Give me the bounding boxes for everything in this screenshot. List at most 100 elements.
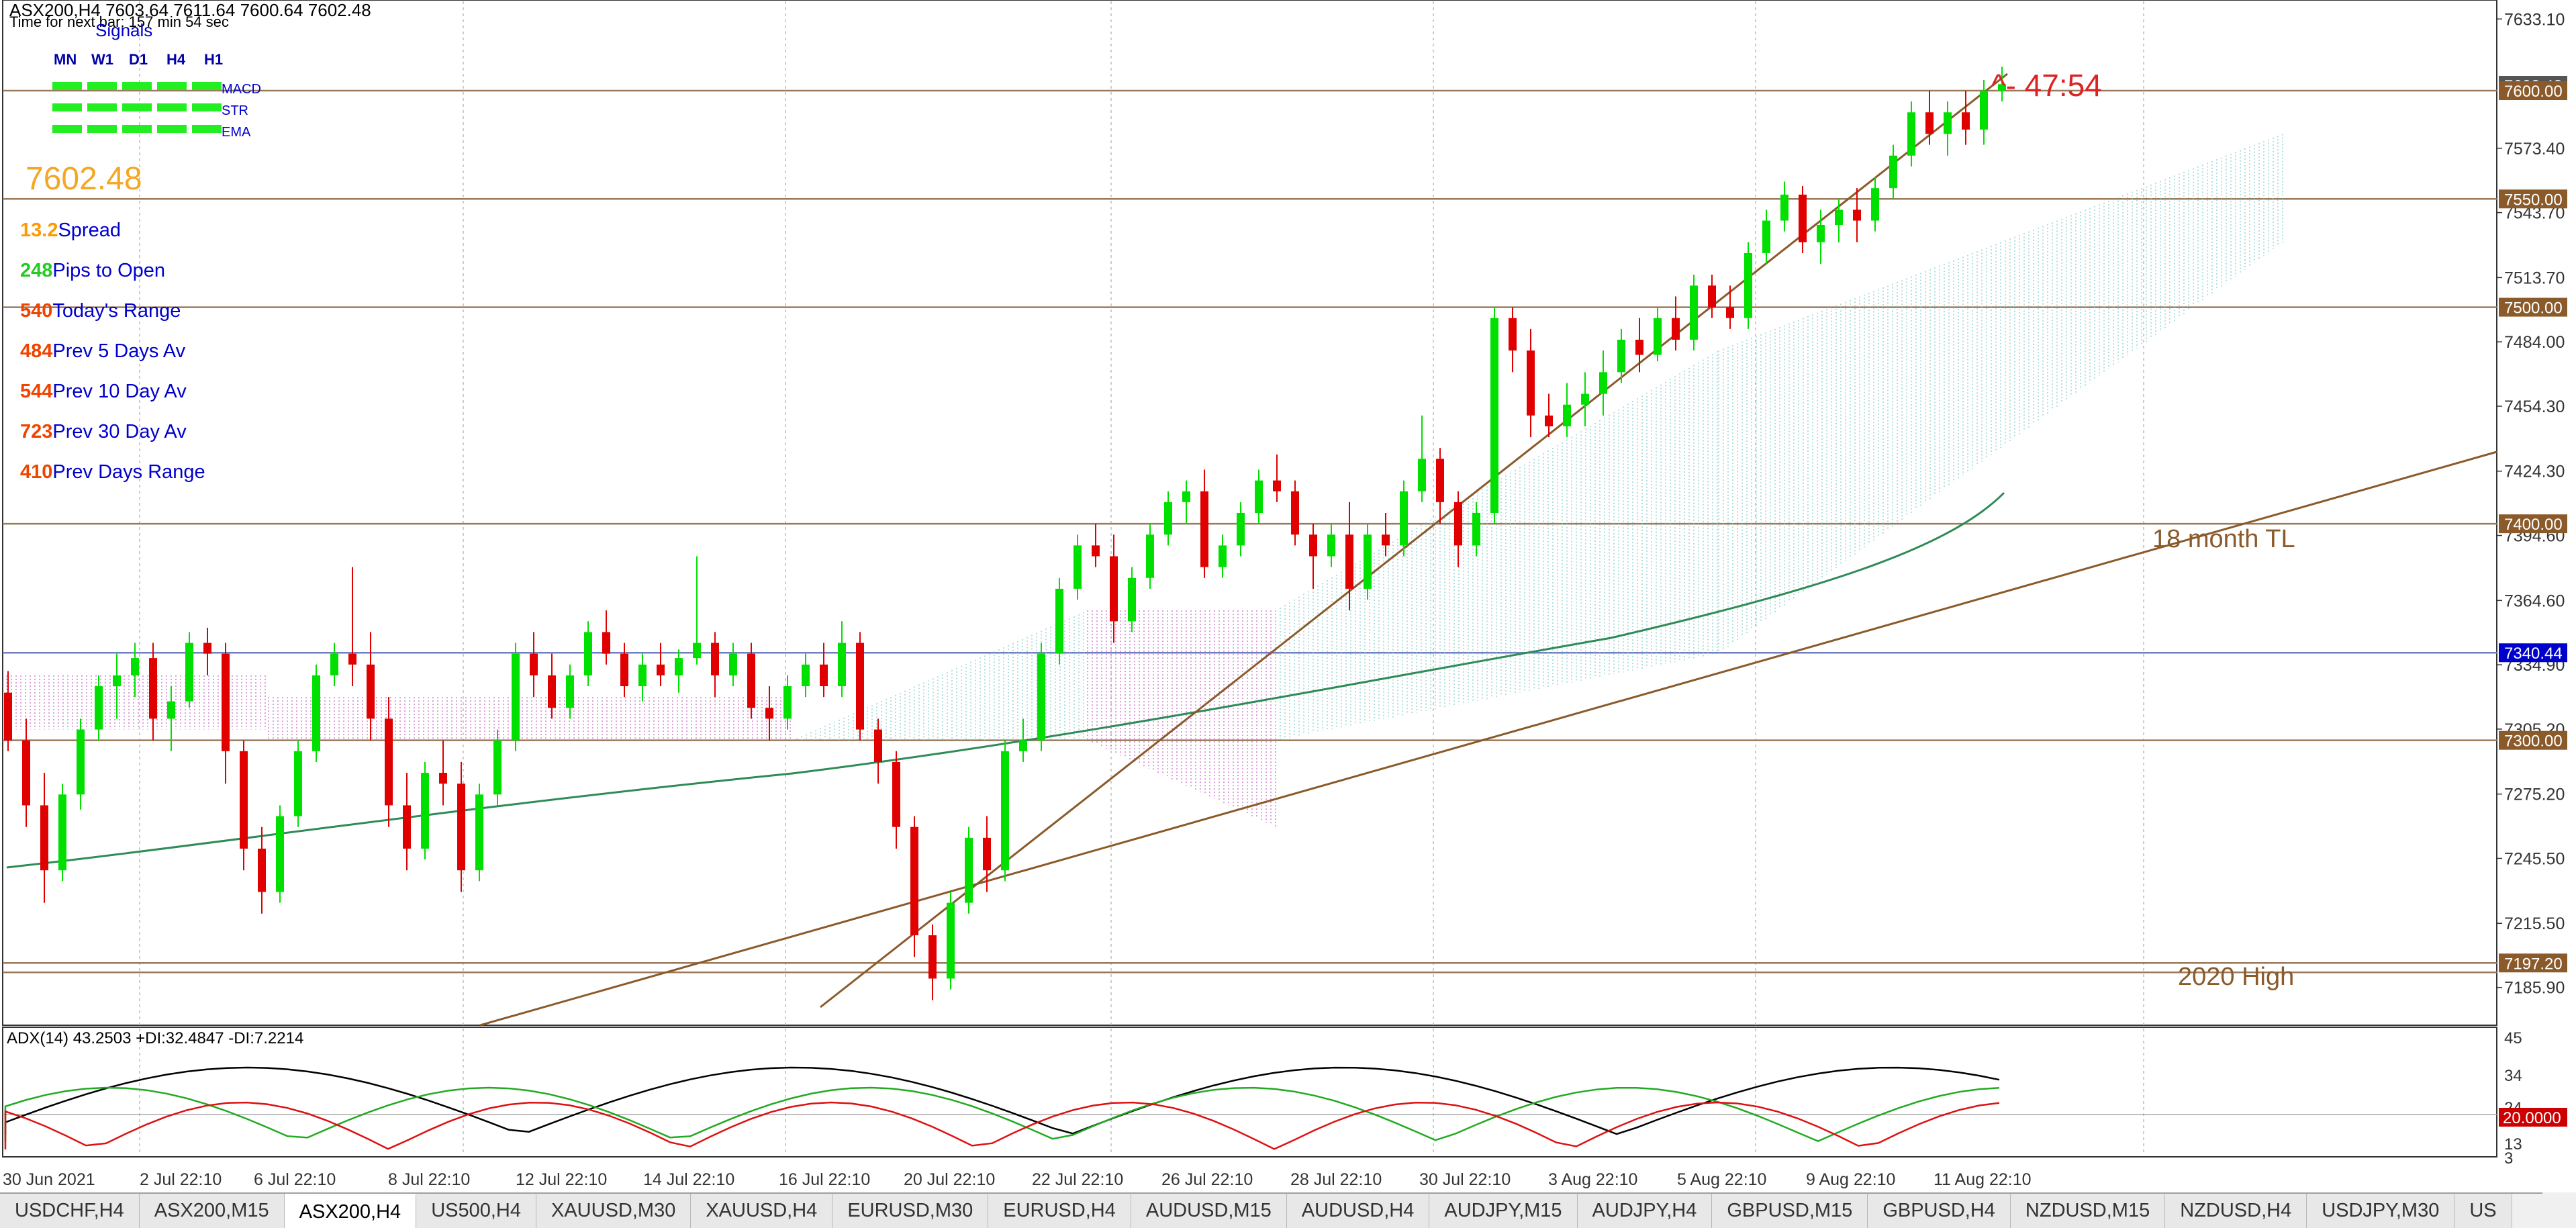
info-row: 248Pips to Open — [20, 260, 165, 281]
candle-body — [783, 686, 792, 719]
time-tick-label: 22 Jul 22:10 — [1032, 1170, 1123, 1189]
candle-body — [548, 675, 556, 708]
level-tag — [2499, 297, 2567, 317]
candle-body — [258, 848, 266, 892]
price-tick-label: 7215.50 — [2504, 914, 2565, 933]
candle-body — [1055, 588, 1063, 654]
candle-body — [1907, 112, 1915, 156]
adx-lines — [4, 1066, 2000, 1150]
horizontal-levels — [3, 89, 2497, 974]
candle-body — [131, 658, 139, 675]
price-tick-label: 7484.00 — [2504, 333, 2565, 352]
candle-body — [276, 816, 284, 892]
candle-body — [1962, 112, 1970, 130]
18-month-trendline — [479, 451, 2497, 1027]
chart-tab[interactable]: XAUUSD,M30 — [536, 1194, 691, 1228]
candle-body — [910, 826, 918, 935]
candle-body — [1672, 318, 1680, 340]
trendline-label: 18 month TL — [2152, 525, 2295, 553]
signal-dot — [122, 103, 152, 111]
candle-body — [312, 675, 320, 751]
candle-body — [1889, 155, 1897, 189]
candle-body — [40, 805, 48, 871]
chart-tab[interactable]: GBPUSD,M15 — [1712, 1194, 1868, 1228]
price-tick-label: 7245.50 — [2504, 849, 2565, 868]
candle-body — [475, 794, 483, 871]
signal-dot — [52, 125, 82, 133]
signal-dot — [192, 103, 222, 111]
signal-timeframe-label: MN — [54, 51, 77, 68]
candle-body — [512, 653, 520, 741]
adx-tick-label: 3 — [2504, 1149, 2513, 1168]
chart-tab[interactable]: AUDJPY,M15 — [1429, 1194, 1578, 1228]
time-tick-label: 5 Aug 22:10 — [1677, 1170, 1766, 1189]
time-tick-label: 8 Jul 22:10 — [388, 1170, 470, 1189]
time-tick-label: 12 Jul 22:10 — [516, 1170, 607, 1189]
chart-tab[interactable]: GBPUSD,H4 — [1868, 1194, 2011, 1228]
candle-body — [367, 664, 375, 719]
candle-body — [1436, 459, 1444, 502]
chart-tab[interactable]: NZDUSD,H4 — [2165, 1194, 2307, 1228]
candle-body — [421, 773, 429, 849]
chart-tab[interactable]: AUDUSD,M15 — [1131, 1194, 1287, 1228]
adx-tick-label: 34 — [2504, 1067, 2522, 1085]
price-tick-label: 7513.70 — [2504, 269, 2565, 287]
chart-tab[interactable]: US — [2454, 1194, 2512, 1228]
candle-body — [203, 643, 211, 654]
adx-level-tag — [2499, 1108, 2567, 1127]
chart-tab[interactable]: USDCHF,H4 — [0, 1194, 140, 1228]
signal-dot — [192, 125, 222, 133]
candle-body — [1001, 751, 1009, 871]
candle-body — [711, 643, 719, 675]
candle-body — [493, 740, 502, 795]
countdown-label: ^- 47:54 — [1991, 68, 2102, 103]
candle-body — [965, 837, 973, 903]
signal-dot — [192, 82, 222, 90]
candle-body — [602, 632, 610, 654]
candle-body — [1490, 318, 1498, 513]
ema-line — [6, 491, 2005, 869]
chart-tab[interactable]: EURUSD,H4 — [988, 1194, 1131, 1228]
chart-symbol-line: ASX200,H4 7603.64 7611.64 7600.64 7602.4… — [9, 0, 371, 20]
chart-tab[interactable]: ASX200,M15 — [139, 1194, 285, 1228]
signal-dot — [157, 103, 187, 111]
candle-body — [1617, 339, 1625, 373]
time-tick-label: 16 Jul 22:10 — [779, 1170, 870, 1189]
candle-body — [584, 632, 592, 675]
chart-tab[interactable]: AUDJPY,H4 — [1577, 1194, 1713, 1228]
candle-body — [1219, 545, 1227, 567]
info-row: 13.2Spread — [20, 220, 121, 241]
tab-scroll-area[interactable] — [2542, 1192, 2576, 1227]
candle-body — [149, 658, 157, 719]
candle-body — [222, 653, 230, 751]
chart-tab[interactable]: NZDUSD,M15 — [2010, 1194, 2166, 1228]
time-tick-label: 20 Jul 22:10 — [904, 1170, 995, 1189]
signal-dot — [122, 82, 152, 90]
signal-timeframe-label: H1 — [204, 51, 223, 68]
candle-body — [95, 686, 103, 730]
candle-body — [1744, 252, 1752, 318]
candle-body — [657, 664, 665, 675]
chart-tab[interactable]: USDJPY,M30 — [2307, 1194, 2455, 1228]
candle-body — [403, 805, 411, 849]
time-tick-label: 26 Jul 22:10 — [1161, 1170, 1253, 1189]
candle-body — [294, 751, 302, 816]
candle-body — [983, 837, 991, 871]
chart-tab[interactable]: EURUSD,M30 — [832, 1194, 989, 1228]
chart-tab[interactable]: US500,H4 — [416, 1194, 536, 1228]
level-tag — [2499, 514, 2567, 534]
candle-body — [1563, 404, 1571, 426]
candle-body — [1364, 534, 1372, 589]
level-tag — [2499, 189, 2567, 209]
info-row: 484Prev 5 Days Av — [20, 340, 186, 362]
signal-dot — [52, 82, 82, 90]
level-tag — [2499, 953, 2567, 973]
chart-tab[interactable]: AUDUSD,H4 — [1286, 1194, 1430, 1228]
info-row: 723Prev 30 Day Av — [20, 421, 187, 442]
candle-body — [1780, 194, 1788, 221]
time-tick-label: 3 Aug 22:10 — [1548, 1170, 1637, 1189]
candle-body — [1708, 285, 1716, 308]
chart-tab[interactable]: ASX200,H4 — [284, 1194, 417, 1228]
chart-tab[interactable]: XAUUSD,H4 — [691, 1194, 833, 1228]
